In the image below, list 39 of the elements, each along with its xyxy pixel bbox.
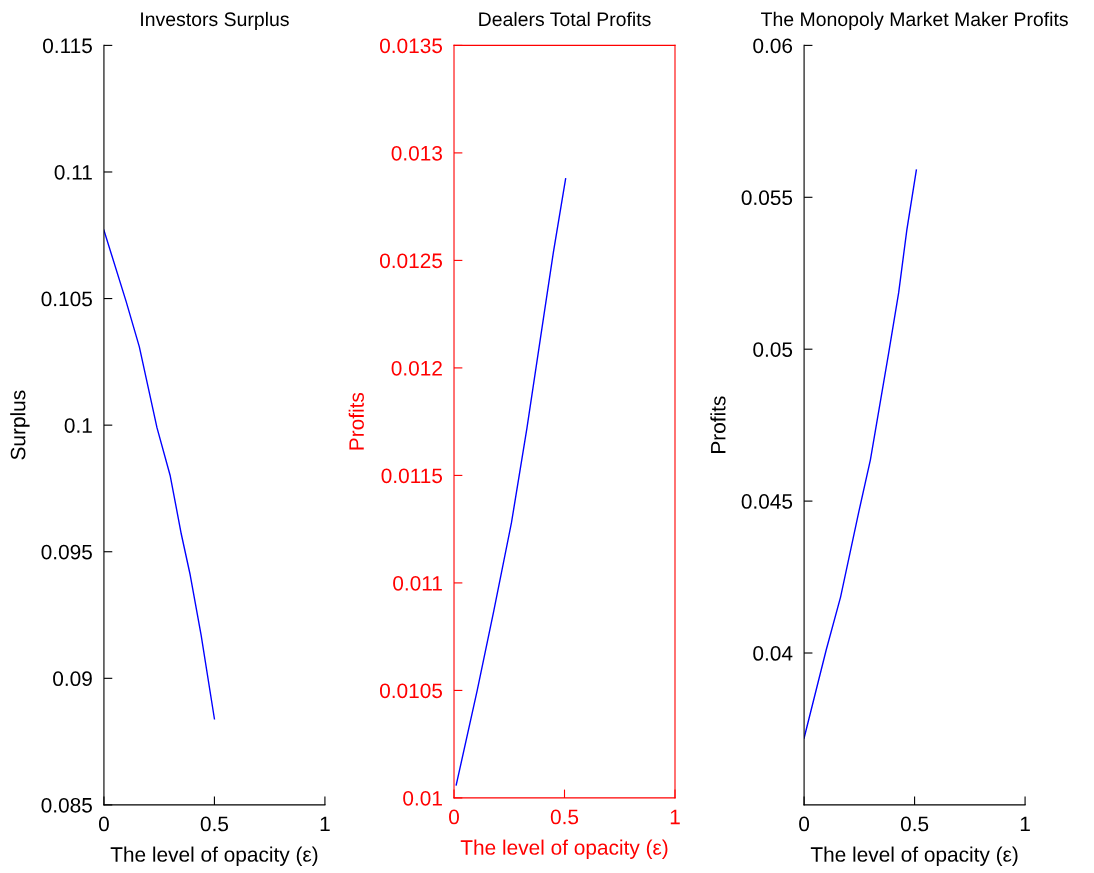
y-tick-label: 0.013 — [391, 145, 442, 161]
y-tick-label: 0.011 — [393, 575, 442, 591]
y-tick-label: 0.105 — [41, 291, 92, 307]
x-tick-label: 0.5 — [200, 816, 229, 832]
y-tick-label: 0.085 — [41, 797, 92, 813]
x-tick-label: 0 — [449, 809, 459, 825]
chart-title: Investors Surplus — [141, 11, 289, 30]
y-axis-title: Profits — [348, 392, 364, 450]
x-tick-label: 0 — [98, 816, 109, 832]
chart-title: The Monopoly Market Maker Profits — [761, 11, 1068, 30]
x-tick-label: 0.5 — [900, 816, 929, 832]
line-series — [455, 178, 567, 786]
x-axis-title: The level of opacity (ε) — [110, 846, 318, 866]
y-tick-label: 0.06 — [753, 38, 793, 54]
x-tick-label: 1 — [670, 809, 680, 825]
y-tick-label: 0.095 — [41, 544, 92, 560]
y-tick-label: 0.055 — [741, 190, 793, 206]
y-tick-label: 0.05 — [753, 342, 793, 357]
y-tick-label: 0.0125 — [380, 253, 443, 269]
y-tick-label: 0.0105 — [380, 683, 443, 699]
y-tick-label: 0.045 — [741, 494, 793, 509]
y-tick-label: 0.01 — [403, 790, 442, 806]
x-axis-title: The level of opacity (ε) — [810, 846, 1018, 866]
y-axis-title: Surplus — [10, 390, 30, 460]
x-tick-label: 1 — [320, 816, 330, 832]
y-tick-label: 0.1 — [64, 418, 92, 433]
y-tick-label: 0.115 — [43, 38, 92, 54]
y-tick-label: 0.11 — [54, 164, 92, 180]
y-tick-label: 0.0135 — [380, 38, 443, 54]
y-axis-title: Profits — [710, 396, 726, 453]
y-tick-label: 0.04 — [753, 646, 793, 661]
y-tick-label: 0.09 — [53, 671, 92, 687]
x-tick-label: 0 — [799, 816, 810, 832]
chart-title: Dealers Total Profits — [479, 11, 651, 27]
y-tick-label: 0.012 — [391, 360, 442, 376]
x-axis-title: The level of opacity (ε) — [460, 839, 668, 859]
x-tick-label: 0.5 — [550, 809, 579, 825]
y-tick-label: 0.0115 — [381, 468, 443, 484]
x-tick-label: 1 — [1020, 816, 1030, 832]
